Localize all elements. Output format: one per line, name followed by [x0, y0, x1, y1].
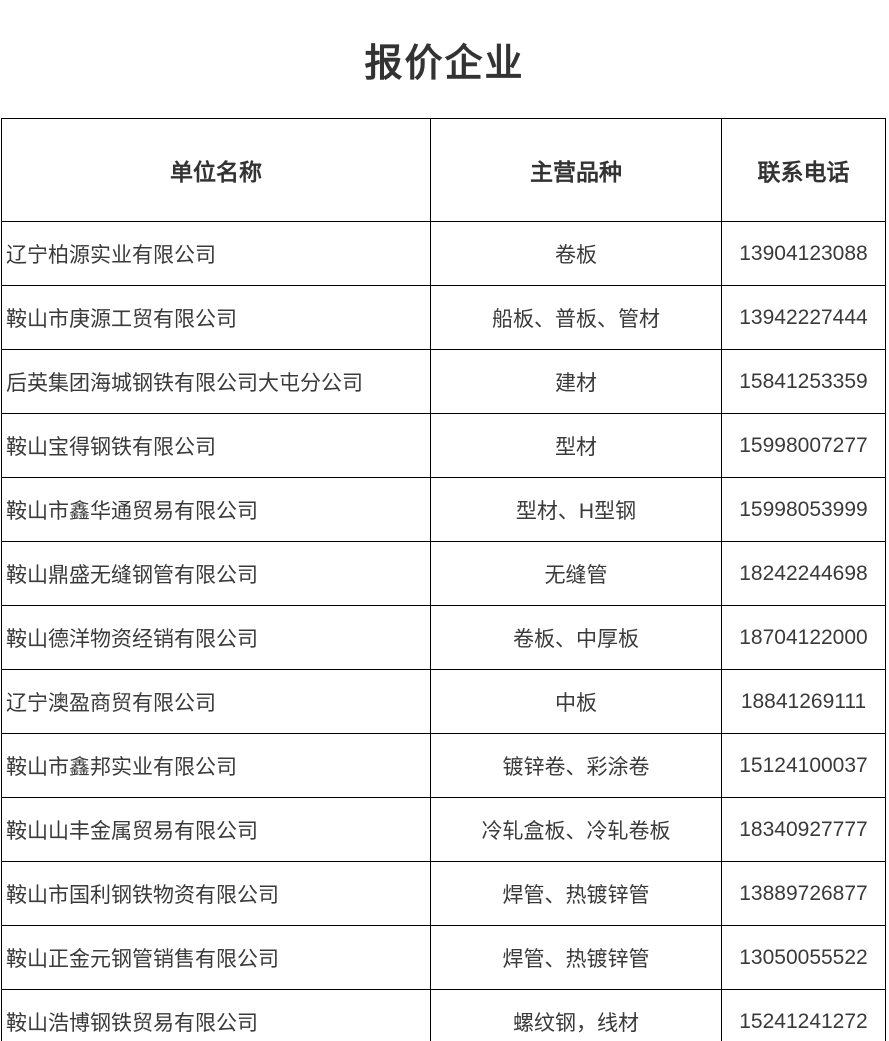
table-row: 鞍山市国利钢铁物资有限公司 焊管、热镀锌管 13889726877 — [1, 861, 886, 926]
company-cell: 鞍山鼎盛无缝钢管有限公司 — [1, 541, 431, 606]
company-cell: 鞍山市鑫邦实业有限公司 — [1, 733, 431, 798]
col-header-company: 单位名称 — [1, 118, 431, 222]
quote-companies-table: 单位名称 主营品种 联系电话 辽宁柏源实业有限公司 卷板 13904123088… — [1, 118, 886, 1041]
phone-cell: 15998053999 — [721, 477, 886, 542]
table-row: 鞍山市鑫华通贸易有限公司 型材、H型钢 15998053999 — [1, 477, 886, 542]
company-cell: 鞍山宝得钢铁有限公司 — [1, 413, 431, 478]
phone-cell: 15998007277 — [721, 413, 886, 478]
phone-cell: 13050055522 — [721, 925, 886, 990]
phone-cell: 18841269111 — [721, 669, 886, 734]
table-row: 鞍山市鑫邦实业有限公司 镀锌卷、彩涂卷 15124100037 — [1, 733, 886, 798]
table-row: 鞍山市庚源工贸有限公司 船板、普板、管材 13942227444 — [1, 285, 886, 350]
table-row: 鞍山德洋物资经销有限公司 卷板、中厚板 18704122000 — [1, 605, 886, 670]
company-cell: 鞍山市庚源工贸有限公司 — [1, 285, 431, 350]
col-header-products: 主营品种 — [430, 118, 722, 222]
products-cell: 建材 — [430, 349, 722, 414]
company-cell: 鞍山正金元钢管销售有限公司 — [1, 925, 431, 990]
products-cell: 冷轧盒板、冷轧卷板 — [430, 797, 722, 862]
phone-cell: 18340927777 — [721, 797, 886, 862]
company-cell: 鞍山浩博钢铁贸易有限公司 — [1, 989, 431, 1041]
phone-cell: 15841253359 — [721, 349, 886, 414]
products-cell: 镀锌卷、彩涂卷 — [430, 733, 722, 798]
table-row: 后英集团海城钢铁有限公司大屯分公司 建材 15841253359 — [1, 349, 886, 414]
products-cell: 焊管、热镀锌管 — [430, 925, 722, 990]
table-row: 鞍山浩博钢铁贸易有限公司 螺纹钢，线材 15241241272 — [1, 989, 886, 1041]
company-cell: 鞍山市国利钢铁物资有限公司 — [1, 861, 431, 926]
header-row: 单位名称 主营品种 联系电话 — [1, 118, 886, 222]
products-cell: 无缝管 — [430, 541, 722, 606]
company-cell: 鞍山山丰金属贸易有限公司 — [1, 797, 431, 862]
products-cell: 型材 — [430, 413, 722, 478]
phone-cell: 18242244698 — [721, 541, 886, 606]
phone-cell: 15124100037 — [721, 733, 886, 798]
phone-cell: 13889726877 — [721, 861, 886, 926]
company-cell: 后英集团海城钢铁有限公司大屯分公司 — [1, 349, 431, 414]
products-cell: 型材、H型钢 — [430, 477, 722, 542]
phone-cell: 15241241272 — [721, 989, 886, 1041]
products-cell: 卷板 — [430, 221, 722, 286]
table-row: 鞍山鼎盛无缝钢管有限公司 无缝管 18242244698 — [1, 541, 886, 606]
table-row: 辽宁澳盈商贸有限公司 中板 18841269111 — [1, 669, 886, 734]
table-row: 辽宁柏源实业有限公司 卷板 13904123088 — [1, 221, 886, 286]
table-row: 鞍山正金元钢管销售有限公司 焊管、热镀锌管 13050055522 — [1, 925, 886, 990]
title-bar: 报价企业 — [0, 0, 889, 118]
table-row: 鞍山宝得钢铁有限公司 型材 15998007277 — [1, 413, 886, 478]
phone-cell: 18704122000 — [721, 605, 886, 670]
company-cell: 鞍山德洋物资经销有限公司 — [1, 605, 431, 670]
company-cell: 辽宁柏源实业有限公司 — [1, 221, 431, 286]
products-cell: 船板、普板、管材 — [430, 285, 722, 350]
products-cell: 螺纹钢，线材 — [430, 989, 722, 1041]
phone-cell: 13942227444 — [721, 285, 886, 350]
products-cell: 焊管、热镀锌管 — [430, 861, 722, 926]
company-cell: 鞍山市鑫华通贸易有限公司 — [1, 477, 431, 542]
company-cell: 辽宁澳盈商贸有限公司 — [1, 669, 431, 734]
page-title: 报价企业 — [364, 42, 525, 85]
table-row: 鞍山山丰金属贸易有限公司 冷轧盒板、冷轧卷板 18340927777 — [1, 797, 886, 862]
col-header-phone: 联系电话 — [721, 118, 886, 222]
phone-cell: 13904123088 — [721, 221, 886, 286]
products-cell: 卷板、中厚板 — [430, 605, 722, 670]
products-cell: 中板 — [430, 669, 722, 734]
